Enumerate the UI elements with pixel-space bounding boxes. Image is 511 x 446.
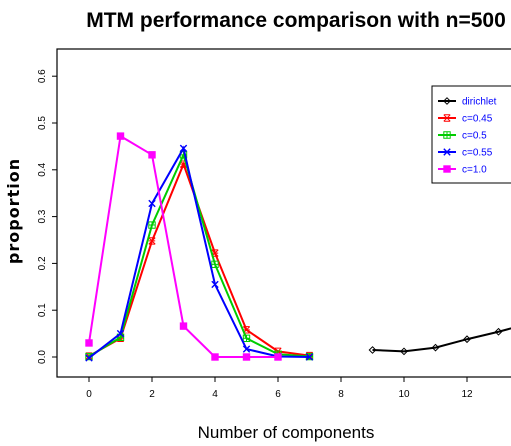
y-tick-label: 0.5 — [37, 116, 48, 130]
data-point — [211, 249, 219, 257]
y-tick-label: 0.4 — [37, 162, 48, 176]
series-line — [372, 327, 511, 353]
data-point — [443, 114, 451, 122]
data-point — [443, 97, 451, 105]
plot-frame — [56, 48, 511, 378]
x-tick-label: 12 — [461, 389, 473, 400]
series-line — [88, 145, 310, 359]
data-point — [179, 322, 188, 330]
series-c-0-55 — [85, 144, 314, 362]
legend-entry: c=0.45 — [438, 114, 493, 125]
data-point — [274, 353, 282, 361]
series-c-0-45 — [85, 160, 314, 360]
data-point — [179, 160, 188, 168]
data-point — [148, 237, 156, 245]
legend-entry: c=0.55 — [438, 148, 493, 159]
data-point — [443, 131, 451, 139]
data-point — [431, 343, 440, 352]
series-dirichlet — [368, 327, 511, 356]
data-point — [179, 144, 188, 152]
data-point — [242, 345, 251, 353]
data-point — [211, 280, 219, 289]
y-tick-label: 0.3 — [37, 209, 48, 223]
data-point — [211, 353, 219, 361]
legend-entry: dirichlet — [438, 97, 497, 108]
data-point — [85, 354, 93, 362]
legend-label: c=0.5 — [462, 131, 487, 142]
data-point — [400, 347, 408, 356]
data-point — [242, 334, 251, 342]
y-tick-label: 0.1 — [37, 303, 48, 317]
x-axis: 0 2 4 6 8 10 12 — [86, 377, 473, 400]
y-tick-label: 0.2 — [37, 256, 48, 270]
legend-entry: c=0.5 — [438, 131, 487, 142]
legend: dirichlet c=0.45 c=0.5 c=0.55 c=1.0 — [431, 85, 511, 184]
x-tick-label: 8 — [338, 389, 344, 400]
y-tick-label: 0.0 — [37, 350, 48, 364]
series-c-1-0 — [85, 132, 282, 361]
data-point — [305, 353, 314, 361]
x-tick-label: 6 — [275, 389, 281, 400]
data-point — [242, 326, 251, 334]
data-point — [116, 329, 125, 338]
legend-label: dirichlet — [462, 97, 497, 108]
data-point — [443, 148, 451, 156]
series-c-0-5 — [85, 151, 314, 361]
data-point — [242, 353, 251, 361]
y-axis: 0.0 0.1 0.2 0.3 0.4 0.5 0.6 — [37, 69, 57, 364]
y-axis-label: proportion — [4, 158, 23, 264]
chart-title: MTM performance comparison with n=500 — [86, 9, 506, 32]
x-tick-label: 0 — [86, 389, 92, 400]
data-point — [494, 327, 503, 336]
data-point — [148, 151, 156, 159]
data-point — [463, 335, 471, 344]
legend-label: c=1.0 — [462, 165, 487, 176]
x-tick-label: 4 — [212, 389, 218, 400]
data-point — [211, 260, 219, 269]
data-point — [443, 165, 451, 173]
series-line — [88, 151, 310, 358]
x-tick-label: 2 — [149, 389, 155, 400]
data-point — [148, 221, 156, 229]
x-tick-label: 10 — [398, 389, 410, 400]
series-layer — [85, 132, 511, 362]
legend-label: c=0.45 — [462, 114, 493, 125]
data-point — [85, 339, 93, 347]
y-tick-label: 0.6 — [37, 69, 48, 83]
data-point — [148, 199, 156, 208]
data-point — [116, 132, 125, 140]
legend-entry: c=1.0 — [438, 165, 487, 176]
data-point — [368, 346, 377, 354]
legend-label: c=0.55 — [462, 148, 493, 159]
x-axis-label: Number of components — [198, 423, 375, 442]
